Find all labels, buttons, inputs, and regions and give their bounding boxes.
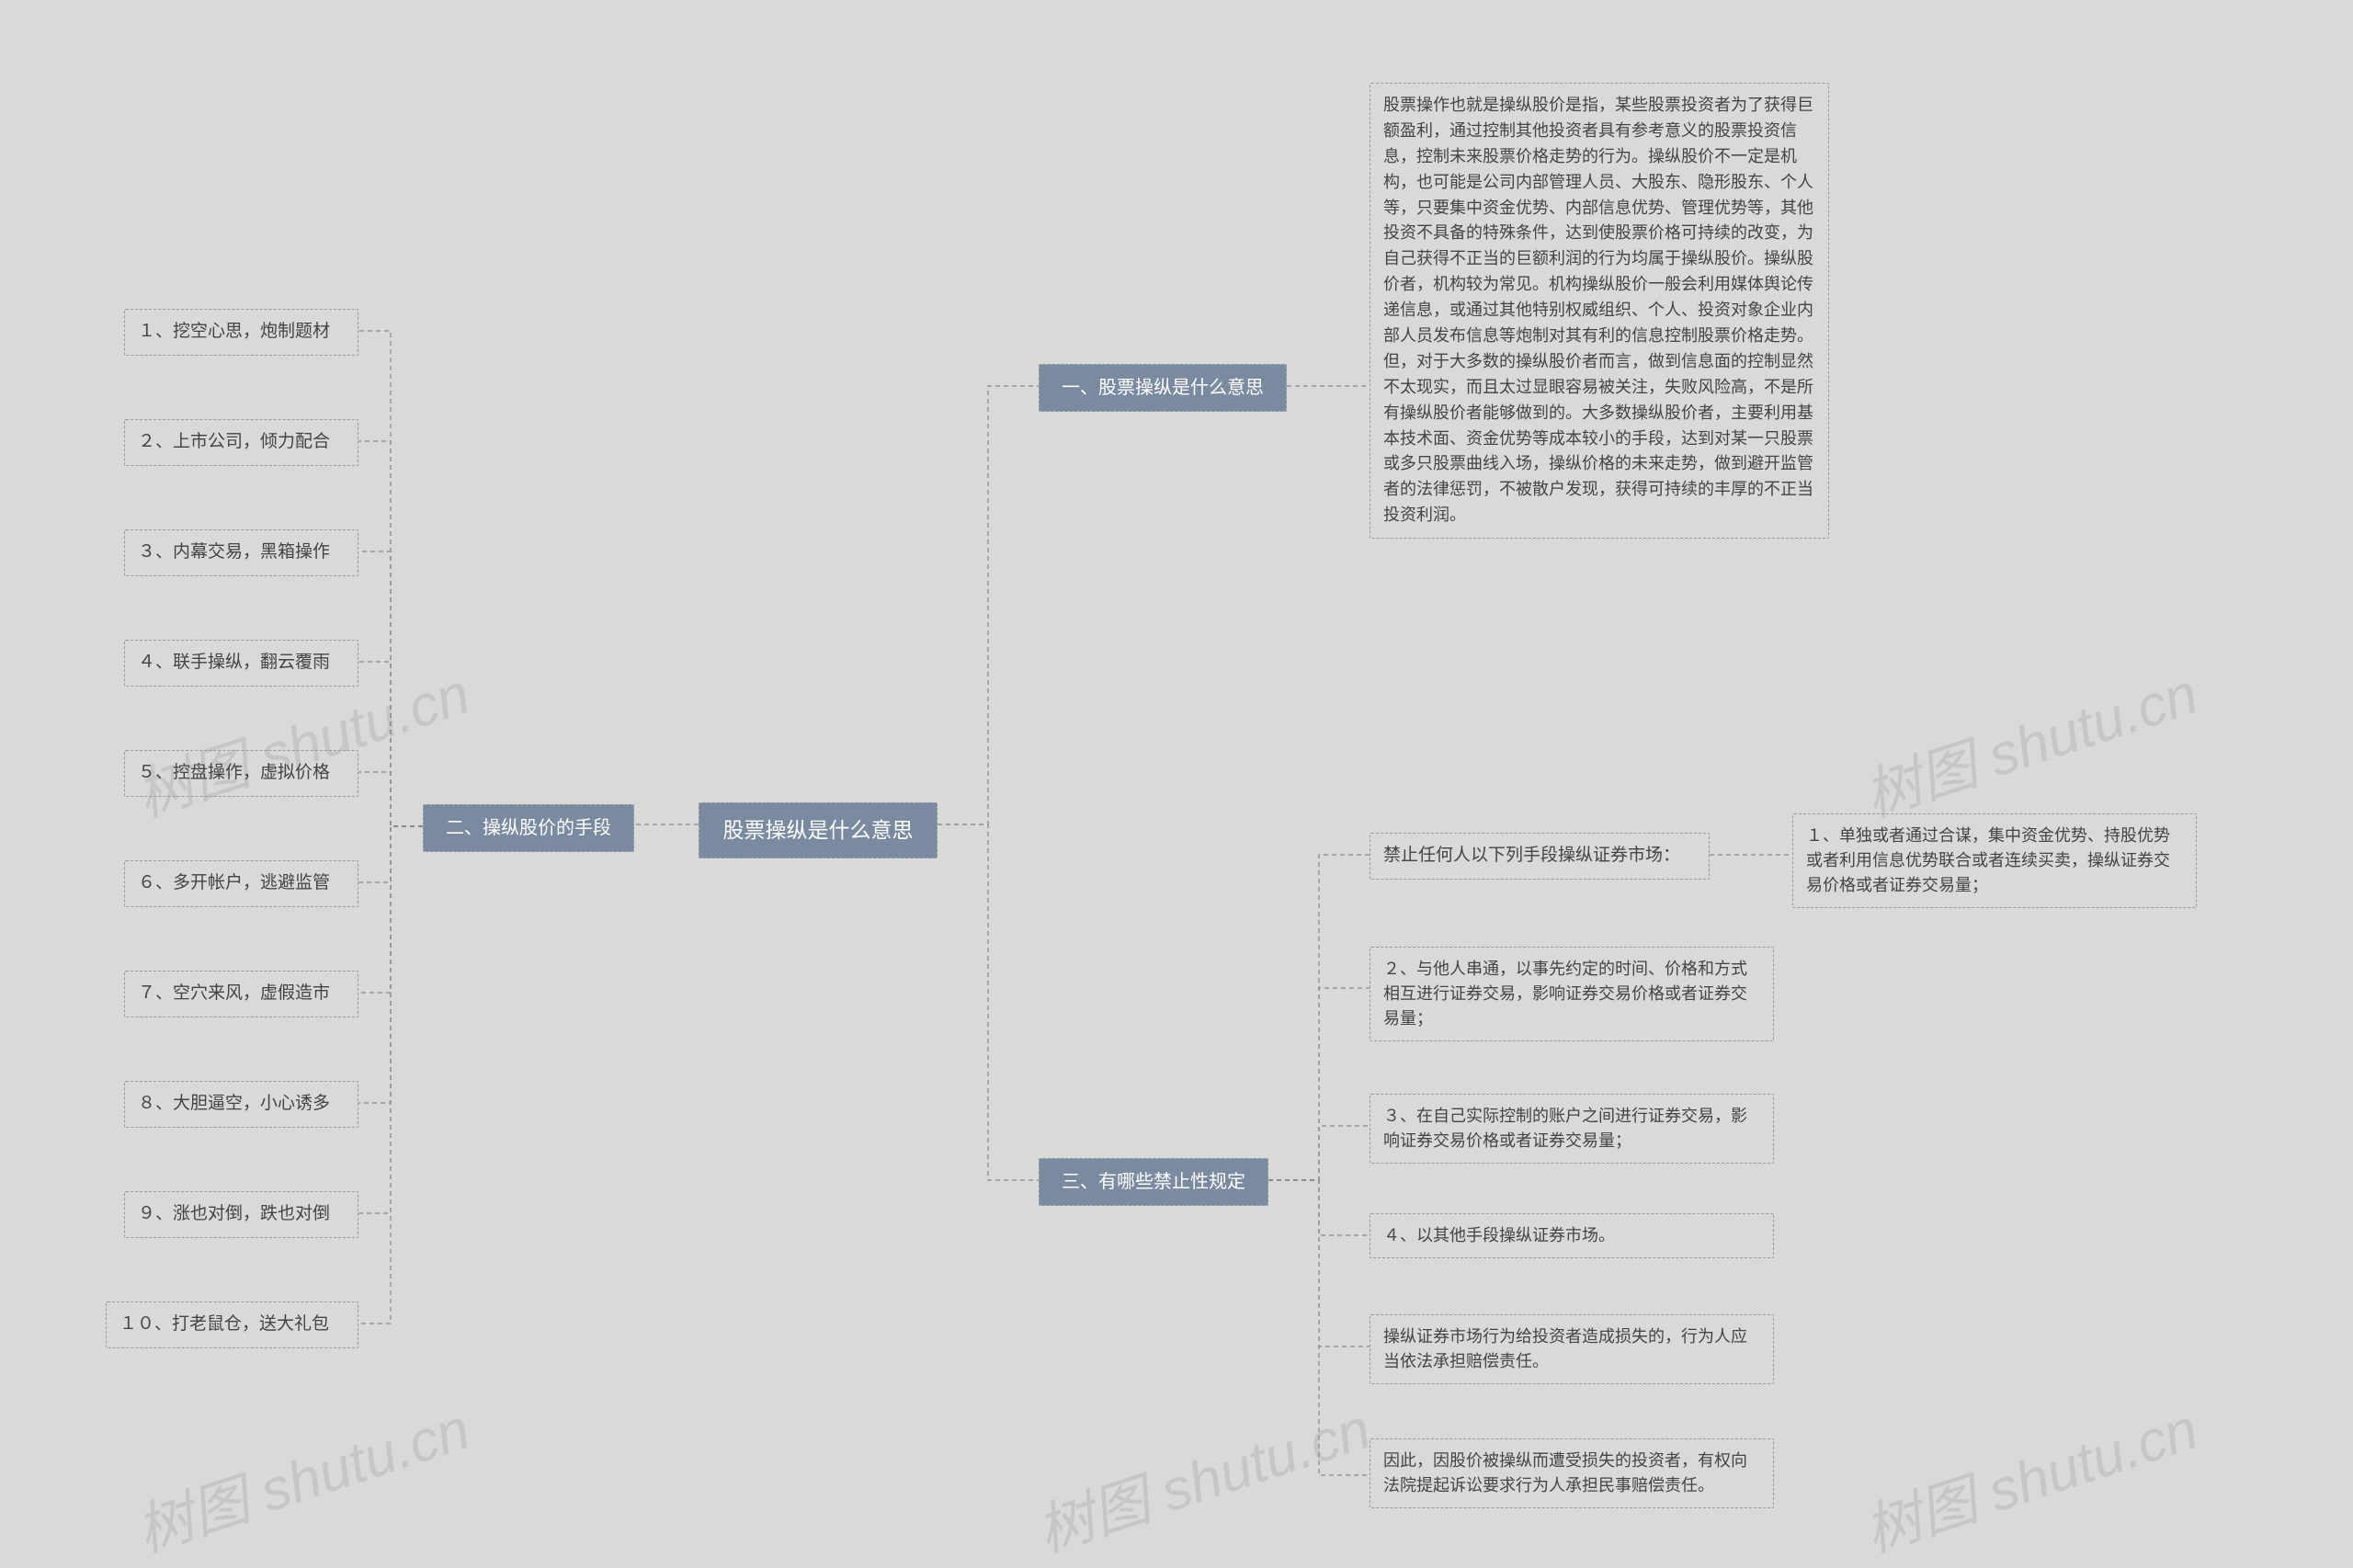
branch-node-1[interactable]: 一、股票操纵是什么意思 [1039, 364, 1287, 412]
leaf-node[interactable]: １、挖空心思，炮制题材 [124, 309, 358, 356]
leaf-node[interactable]: ４、以其他手段操纵证券市场。 [1370, 1213, 1774, 1258]
leaf-node[interactable]: １０、打老鼠仓，送大礼包 [106, 1301, 358, 1348]
watermark: 树图 shutu.cn [1025, 1382, 1379, 1568]
leaf-node[interactable]: １、单独或者通过合谋，集中资金优势、持股优势或者利用信息优势联合或者连续买卖，操… [1792, 813, 2197, 908]
leaf-node[interactable]: ７、空穴来风，虚假造市 [124, 971, 358, 1017]
leaf-node[interactable]: ６、多开帐户，逃避监管 [124, 860, 358, 907]
leaf-node[interactable]: ５、控盘操作，虚拟价格 [124, 750, 358, 797]
leaf-node[interactable]: 因此，因股价被操纵而遭受损失的投资者，有权向法院提起诉讼要求行为人承担民事赔偿责… [1370, 1438, 1774, 1508]
leaf-node[interactable]: ２、与他人串通，以事先约定的时间、价格和方式相互进行证券交易，影响证券交易价格或… [1370, 947, 1774, 1041]
watermark: 树图 shutu.cn [1852, 1382, 2206, 1568]
branch-node-2[interactable]: 二、操纵股价的手段 [423, 804, 634, 852]
leaf-node[interactable]: ３、在自己实际控制的账户之间进行证券交易，影响证券交易价格或者证券交易量； [1370, 1094, 1774, 1164]
detail-node[interactable]: 股票操作也就是操纵股价是指，某些股票投资者为了获得巨额盈利，通过控制其他投资者具… [1370, 83, 1829, 539]
watermark: 树图 shutu.cn [1852, 647, 2206, 833]
watermark: 树图 shutu.cn [124, 1382, 478, 1568]
leaf-node[interactable]: ８、大胆逼空，小心诱多 [124, 1081, 358, 1128]
leaf-node[interactable]: ９、涨也对倒，跌也对倒 [124, 1191, 358, 1238]
leaf-node[interactable]: ３、内幕交易，黑箱操作 [124, 529, 358, 576]
leaf-node[interactable]: ４、联手操纵，翻云覆雨 [124, 640, 358, 687]
branch-node-3[interactable]: 三、有哪些禁止性规定 [1039, 1158, 1268, 1206]
leaf-node[interactable]: 禁止任何人以下列手段操纵证券市场： [1370, 833, 1710, 880]
root-node[interactable]: 股票操纵是什么意思 [699, 802, 938, 858]
leaf-node[interactable]: ２、上市公司，倾力配合 [124, 419, 358, 466]
leaf-node[interactable]: 操纵证券市场行为给投资者造成损失的，行为人应当依法承担赔偿责任。 [1370, 1314, 1774, 1384]
